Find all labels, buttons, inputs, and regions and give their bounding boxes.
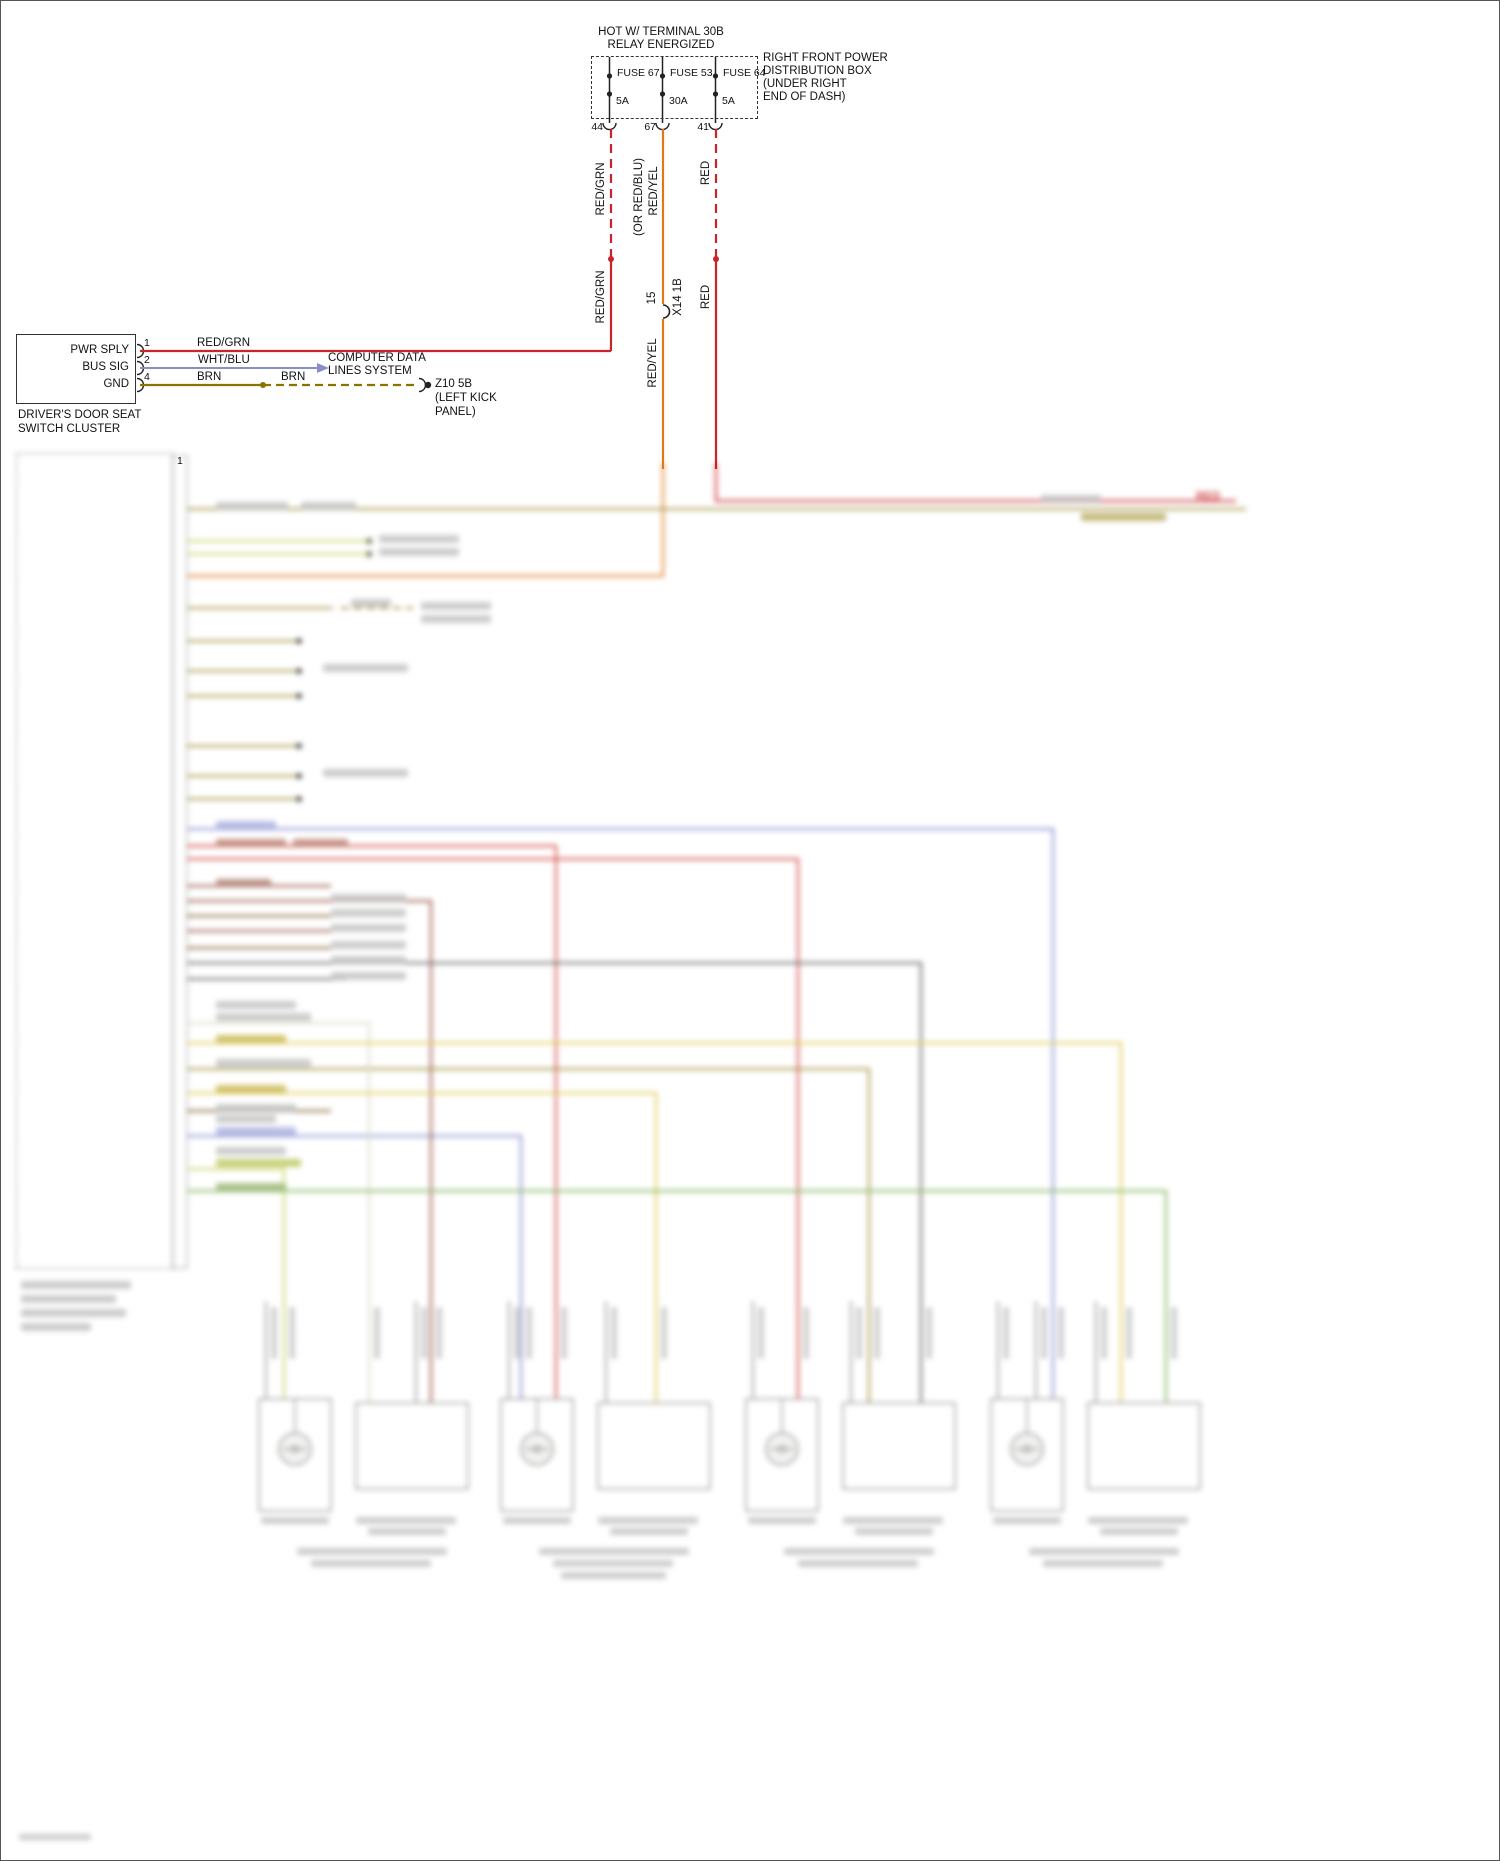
pin4-wire-label-2: BRN bbox=[281, 371, 306, 383]
pin4-name: GND bbox=[103, 378, 129, 390]
fuse-amps: 30A bbox=[669, 95, 688, 107]
cluster-caption-line2: SWITCH CLUSTER bbox=[18, 423, 121, 435]
red-grn-lower-label: RED/GRN bbox=[595, 270, 607, 324]
fuse-amps: 5A bbox=[616, 95, 629, 107]
fuse-label: FUSE 64 bbox=[723, 67, 766, 79]
bus-target-line1: COMPUTER DATA bbox=[328, 352, 426, 364]
cluster-wires bbox=[140, 367, 415, 387]
pin4-wire-label: BRN bbox=[197, 371, 222, 383]
pin2-number: 2 bbox=[144, 354, 150, 366]
pin2-name: BUS SIG bbox=[82, 361, 129, 373]
wire-red-grn bbox=[140, 129, 613, 353]
fuse-symbols bbox=[608, 57, 717, 123]
ground-point-label: Z10 5B bbox=[435, 378, 473, 390]
hot-label-line1: HOT W/ TERMINAL 30B bbox=[598, 26, 724, 38]
red-yel-alt-label: (OR RED/BLU) bbox=[633, 158, 645, 236]
pin2-wire-label: WHT/BLU bbox=[198, 354, 250, 366]
red-yel-label: RED/YEL bbox=[648, 166, 660, 216]
module-top-pin: 1 bbox=[177, 455, 183, 467]
red-yel-lower-label: RED/YEL bbox=[647, 338, 659, 388]
fuse-label: FUSE 53 bbox=[670, 67, 713, 79]
distribution-box-name-2: DISTRIBUTION BOX bbox=[763, 65, 872, 77]
bus-arrowhead bbox=[317, 363, 329, 373]
pin1-wire-label: RED/GRN bbox=[197, 337, 251, 349]
fuse-amps: 5A bbox=[722, 95, 735, 107]
distribution-box-name-3: (UNDER RIGHT bbox=[763, 78, 847, 90]
fusebox-pin-67: 67 bbox=[644, 121, 656, 133]
distribution-box-name-1: RIGHT FRONT POWER bbox=[763, 52, 888, 64]
power-distribution-fusebox bbox=[591, 56, 758, 119]
connector-pin-label: 15 bbox=[646, 291, 658, 305]
switch-cluster-box bbox=[16, 334, 136, 404]
red-upper-label: RED bbox=[700, 160, 712, 186]
top-circuit-wires bbox=[136, 57, 723, 469]
hot-label-line2: RELAY ENERGIZED bbox=[607, 39, 715, 51]
red-grn-upper-label: RED/GRN bbox=[595, 162, 607, 216]
fusebox-pin-41: 41 bbox=[697, 121, 709, 133]
pin1-name: PWR SPLY bbox=[70, 344, 129, 356]
connector-name-label: X14 1B bbox=[672, 278, 684, 316]
pin4-number: 4 bbox=[144, 371, 150, 383]
ground-point-line2: (LEFT KICK bbox=[435, 392, 497, 404]
red-lower-label: RED bbox=[700, 284, 712, 310]
fusebox-pin-44: 44 bbox=[591, 121, 603, 133]
ground-point-line3: PANEL) bbox=[435, 406, 476, 418]
pin1-number: 1 bbox=[144, 337, 150, 349]
fuse-label: FUSE 67 bbox=[617, 67, 660, 79]
cluster-caption-line1: DRIVER'S DOOR SEAT bbox=[18, 409, 142, 421]
distribution-box-name-4: END OF DASH) bbox=[763, 91, 846, 103]
bus-target-line2: LINES SYSTEM bbox=[328, 365, 412, 377]
